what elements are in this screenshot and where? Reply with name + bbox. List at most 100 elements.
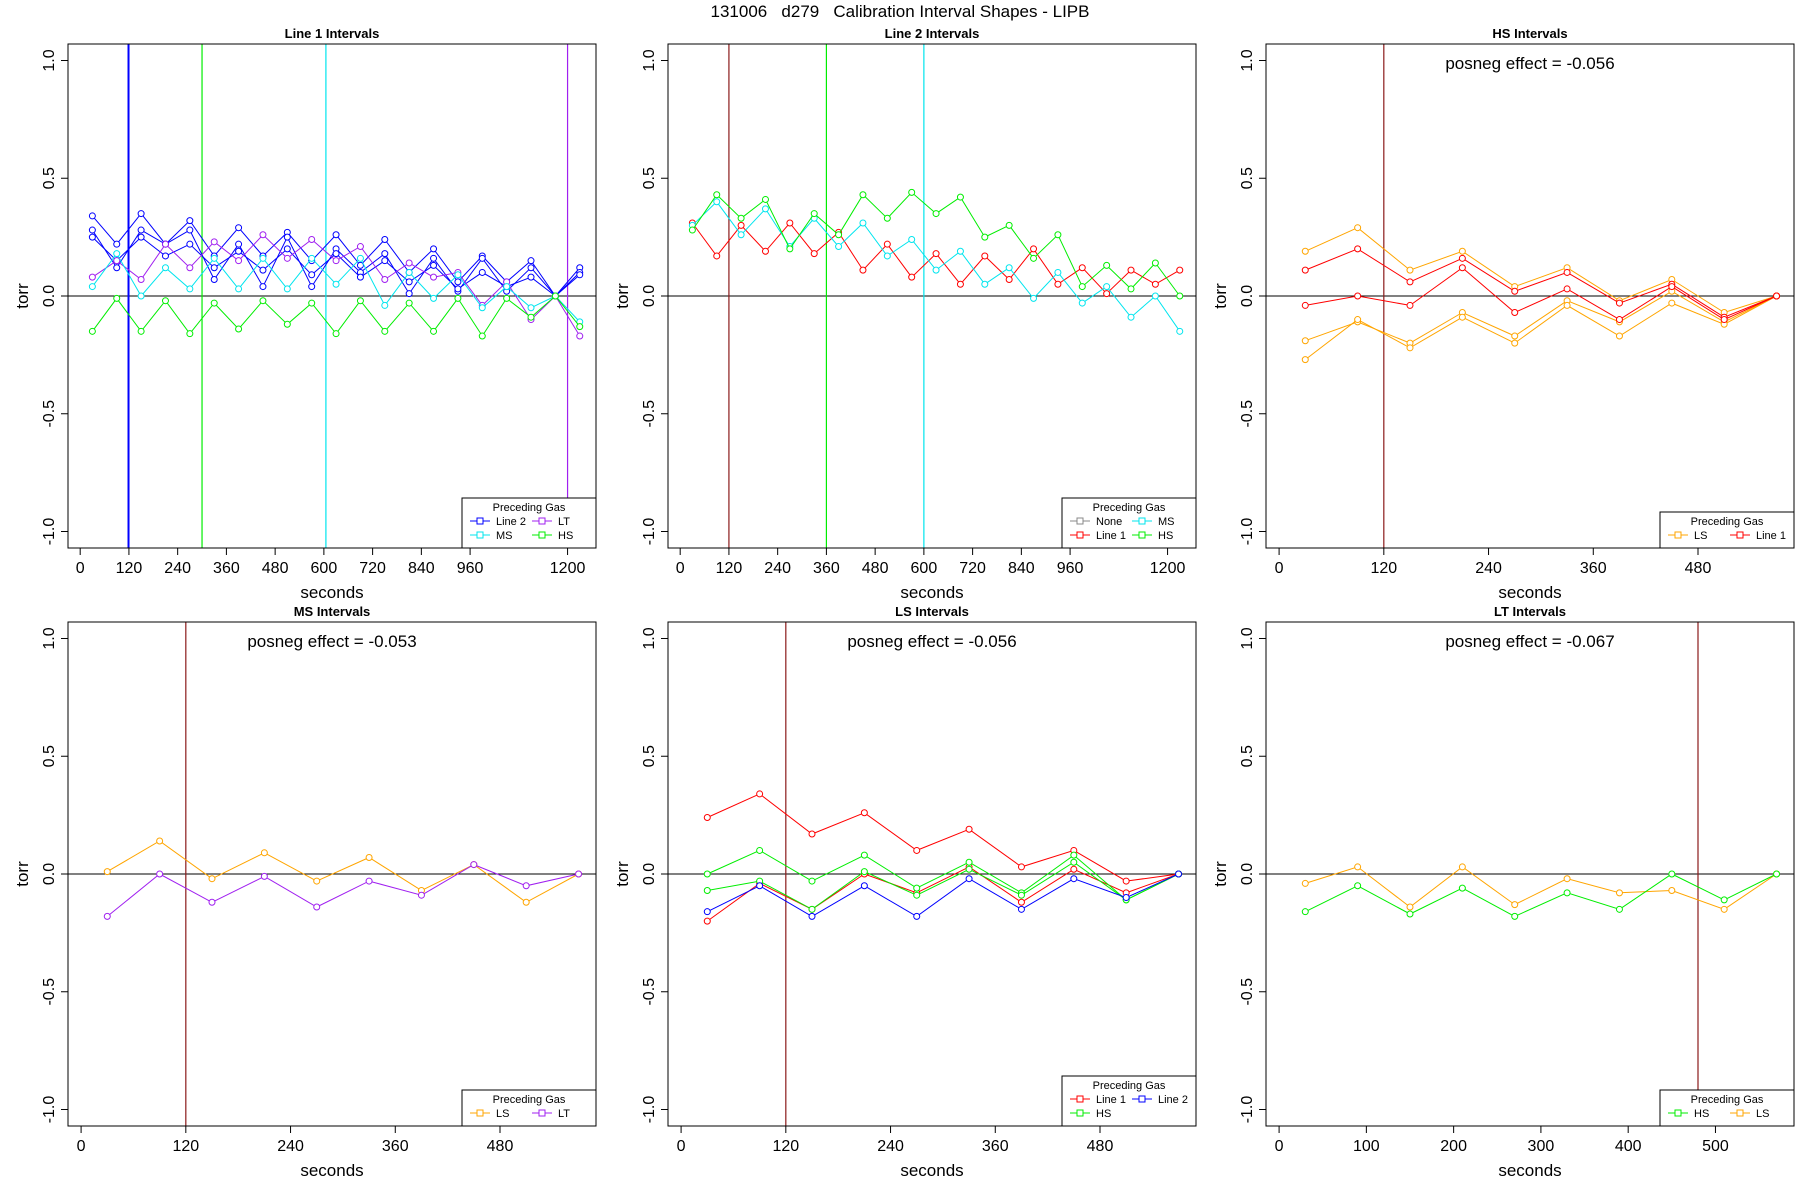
data-point [527,264,535,272]
y-tick-label: -1.0 [1239,518,1256,546]
x-tick-label: 480 [862,560,889,577]
data-point [810,250,818,258]
x-tick-label: 120 [716,560,743,577]
data-point [313,877,321,885]
x-tick-label: 500 [1702,1138,1729,1155]
data-point [703,886,711,894]
data-point [1005,221,1013,229]
data-point [1103,283,1111,291]
data-point [860,809,868,817]
y-tick-label: -1.0 [41,518,58,546]
data-point [860,868,868,876]
data-point [405,290,413,298]
data-point [1406,278,1414,286]
series-line [707,873,1179,917]
legend-label: Line 1 [1096,530,1126,542]
data-point [1103,290,1111,298]
y-tick-label: -0.5 [1239,400,1256,428]
y-axis-label: torr [13,861,32,887]
x-axis-label: seconds [900,1161,963,1180]
y-tick-label: -0.5 [41,400,58,428]
data-point [381,257,389,265]
data-point [860,882,868,890]
data-point [913,912,921,920]
y-tick-label: -0.5 [641,978,658,1006]
y-tick-label: 0.0 [1239,285,1256,307]
data-point [576,271,584,279]
data-point [1668,283,1676,291]
legend-label: MS [496,530,513,542]
data-point [137,327,145,335]
plot-area [668,44,1196,548]
data-point [965,858,973,866]
data-point [365,854,373,862]
y-tick-label: -1.0 [41,1096,58,1124]
data-point [1175,870,1183,878]
data-point [283,320,291,328]
legend-swatch-marker [538,1109,546,1117]
data-point [1773,292,1781,300]
y-tick-label: 0.5 [41,167,58,189]
legend: Preceding Gas Line 2 LT MS HS [461,497,597,549]
x-tick-label: 600 [911,560,938,577]
data-point [1511,287,1519,295]
y-tick-label: 0.0 [1239,863,1256,885]
data-point [283,254,291,262]
data-point [1103,261,1111,269]
legend-label: HS [1158,530,1173,542]
data-point [186,264,194,272]
data-point [1176,266,1184,274]
plot-area [668,622,1196,1126]
legend-box [461,497,597,549]
data-point [235,247,243,255]
data-point [527,313,535,321]
data-point [808,830,816,838]
data-point [1070,851,1078,859]
data-point [703,917,711,925]
x-tick-label: 1200 [1150,560,1186,577]
data-point [1458,313,1466,321]
y-tick-label: 0.0 [641,863,658,885]
chart-title: Line 2 Intervals [885,26,980,41]
x-tick-label: 0 [76,560,85,577]
data-point [835,243,843,251]
data-point [859,266,867,274]
data-point [956,280,964,288]
data-point [1354,316,1362,324]
x-tick-label: 120 [172,1138,199,1155]
annotation-text: posneg effect = -0.067 [1445,632,1614,651]
data-point [1030,254,1038,262]
data-point [1458,884,1466,892]
data-point [1563,285,1571,293]
data-point [356,273,364,281]
legend-label: HS [558,530,573,542]
data-point [965,825,973,833]
data-point [405,278,413,286]
data-point [161,240,169,248]
data-point [430,294,438,302]
data-point [1005,276,1013,284]
data-point [88,212,96,220]
x-tick-label: 600 [311,560,338,577]
data-point [503,283,511,291]
series-line [106,864,579,917]
legend-swatch-marker [476,517,484,525]
x-tick-label: 100 [1353,1138,1380,1155]
x-tick-label: 400 [1615,1138,1642,1155]
x-tick-label: 120 [1370,560,1397,577]
data-point [137,210,145,218]
legend-swatch-marker [476,531,484,539]
data-point [88,226,96,234]
legend-label: Line 1 [1096,1094,1126,1106]
legend: Preceding Gas None MS Line 1 HS [1061,497,1197,549]
data-point [1151,292,1159,300]
data-point [381,250,389,258]
data-point [308,271,316,279]
legend-swatch-marker [1076,517,1084,525]
plot-frame [1265,43,1795,549]
data-point [1078,299,1086,307]
y-tick-label: 0.5 [1239,167,1256,189]
y-tick-label: 0.0 [41,285,58,307]
data-point [137,276,145,284]
legend-box [1659,1089,1795,1127]
